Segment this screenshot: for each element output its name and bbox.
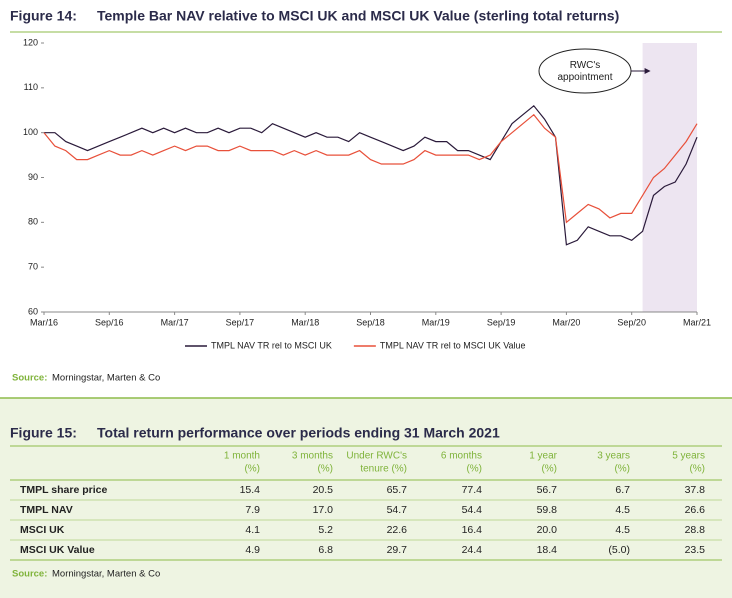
column-header: 3 months: [292, 451, 333, 462]
arrow-head: [644, 68, 651, 74]
x-tick-label: Mar/16: [30, 317, 58, 327]
y-tick-label: 60: [28, 306, 38, 316]
annotation-line: appointment: [557, 72, 612, 83]
cell-value: 54.7: [387, 504, 408, 516]
column-header: (%): [244, 464, 260, 475]
x-tick-label: Mar/20: [552, 317, 580, 327]
cell-value: 6.8: [318, 544, 333, 556]
annotation-line: RWC's: [570, 60, 601, 71]
cell-value: 6.7: [615, 484, 630, 496]
source-label: Source:: [12, 373, 47, 384]
column-header: (%): [466, 464, 482, 475]
annotation-text: RWC's appointment: [557, 60, 612, 83]
cell-value: 54.4: [462, 504, 483, 516]
y-tick-label: 80: [28, 217, 38, 227]
cell-value: 18.4: [537, 544, 558, 556]
y-tick-label: 100: [23, 127, 38, 137]
x-tick-label: Mar/18: [291, 317, 319, 327]
cell-value: 26.6: [685, 504, 706, 516]
figure-label: Figure 14:: [10, 8, 77, 24]
cell-value: 17.0: [313, 504, 334, 516]
cell-value: 22.6: [387, 524, 408, 536]
figure-title: Total return performance over periods en…: [97, 425, 500, 441]
series-line: [43, 113, 698, 224]
legend-label: TMPL NAV TR rel to MSCI UK Value: [380, 340, 526, 350]
x-tick-label: Sep/19: [487, 317, 516, 327]
cell-value: 16.4: [462, 524, 483, 536]
x-tick-label: Sep/17: [226, 317, 255, 327]
column-header: tenure (%): [360, 464, 407, 475]
column-header: 1 month: [224, 451, 260, 462]
column-header: (%): [541, 464, 557, 475]
cell-value: 24.4: [462, 544, 483, 556]
cell-value: 77.4: [462, 484, 483, 496]
x-tick-label: Mar/19: [422, 317, 450, 327]
row-label: TMPL share price: [20, 484, 107, 496]
cell-value: 23.5: [685, 544, 706, 556]
cell-value: (5.0): [608, 544, 630, 556]
row-label: MSCI UK: [20, 524, 65, 536]
series-line: [44, 104, 698, 246]
column-header: (%): [317, 464, 333, 475]
cell-value: 20.5: [313, 484, 334, 496]
cell-value: 4.5: [615, 504, 630, 516]
highlight-region: [642, 43, 697, 312]
column-header: 3 years: [597, 451, 630, 462]
figure-title: Temple Bar NAV relative to MSCI UK and M…: [97, 8, 619, 24]
cell-value: 56.7: [537, 484, 558, 496]
column-header: (%): [689, 464, 705, 475]
source-label: Source:: [12, 569, 47, 580]
cell-value: 59.8: [537, 504, 558, 516]
cell-value: 4.9: [245, 544, 260, 556]
column-header: (%): [614, 464, 630, 475]
x-tick-label: Mar/21: [683, 317, 711, 327]
cell-value: 20.0: [537, 524, 558, 536]
legend-label: TMPL NAV TR rel to MSCI UK: [211, 340, 332, 350]
cell-value: 15.4: [240, 484, 261, 496]
cell-value: 29.7: [387, 544, 408, 556]
cell-value: 5.2: [318, 524, 333, 536]
row-label: TMPL NAV: [20, 504, 73, 516]
column-header: Under RWC's: [346, 451, 407, 462]
cell-value: 4.5: [615, 524, 630, 536]
column-header: 5 years: [672, 451, 705, 462]
cell-value: 28.8: [685, 524, 706, 536]
x-tick-label: Mar/17: [161, 317, 189, 327]
column-header: 6 months: [441, 451, 482, 462]
source-text: Morningstar, Marten & Co: [52, 569, 160, 580]
y-tick-label: 120: [23, 37, 38, 47]
cell-value: 65.7: [387, 484, 408, 496]
x-tick-label: Sep/16: [95, 317, 124, 327]
y-tick-label: 90: [28, 172, 38, 182]
cell-value: 7.9: [245, 504, 260, 516]
y-tick-label: 70: [28, 262, 38, 272]
figure-label: Figure 15:: [10, 425, 77, 441]
y-tick-label: 110: [24, 82, 38, 92]
x-tick-label: Sep/20: [617, 317, 646, 327]
table-panel: [0, 398, 732, 598]
row-label: MSCI UK Value: [20, 544, 95, 556]
x-tick-label: Sep/18: [356, 317, 385, 327]
cell-value: 4.1: [245, 524, 260, 536]
column-header: 1 year: [529, 451, 557, 462]
cell-value: 37.8: [685, 484, 706, 496]
source-text: Morningstar, Marten & Co: [52, 373, 160, 384]
